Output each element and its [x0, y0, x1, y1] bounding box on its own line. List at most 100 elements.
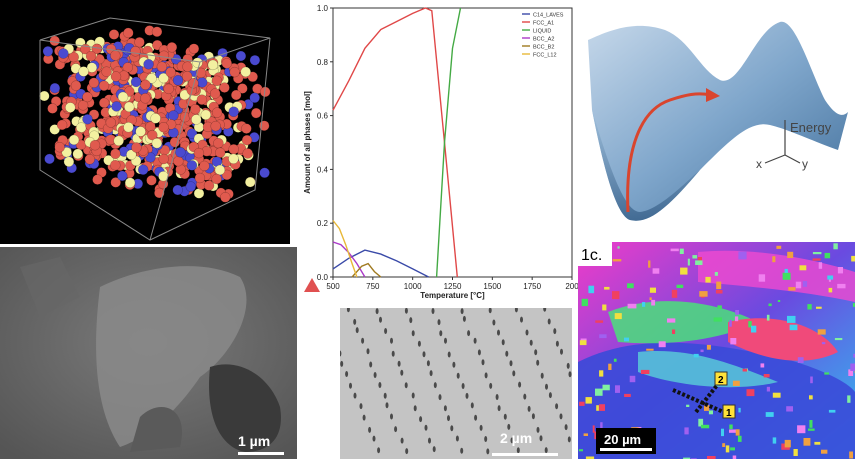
- precipitate: [377, 447, 381, 454]
- atom: [193, 147, 205, 159]
- ebsd-grain: [746, 389, 755, 397]
- atom: [101, 66, 112, 77]
- energy-surface: [588, 21, 848, 221]
- precipitate: [366, 348, 370, 355]
- precipitate: [383, 392, 387, 399]
- ebsd-grain: [828, 409, 836, 413]
- legend-label: FCC_L12: [533, 53, 557, 59]
- ebsd-grain: [599, 334, 607, 339]
- precipitate: [373, 372, 377, 378]
- precipitate: [455, 435, 459, 442]
- precipitate: [433, 382, 437, 389]
- atom: [44, 153, 55, 165]
- ebsd-grain: [729, 429, 738, 433]
- ebsd-grain: [692, 255, 698, 259]
- ebsd-grain: [578, 449, 583, 452]
- precipitate: [349, 382, 352, 389]
- ebsd-grain: [730, 447, 735, 451]
- ebsd-grain: [717, 305, 722, 309]
- atom: [169, 136, 181, 148]
- sem1-svg: [0, 247, 297, 459]
- atom: [203, 180, 215, 191]
- atom: [195, 67, 207, 79]
- ebsd-grain: [600, 422, 603, 429]
- ebsd-grain: [649, 297, 652, 300]
- precipitate: [404, 382, 408, 389]
- precipitate: [510, 437, 514, 444]
- reaction-path: [626, 92, 711, 213]
- precipitate: [384, 328, 388, 334]
- ebsd-grain: [784, 439, 791, 448]
- ebsd-grain: [760, 363, 765, 368]
- precipitate: [411, 330, 415, 337]
- precipitate: [509, 360, 513, 367]
- atom: [186, 160, 198, 171]
- sem1-patch: [20, 257, 80, 317]
- ebsd-grain: [707, 456, 716, 459]
- x-axis-line: [764, 154, 786, 164]
- sem1-fragment: [130, 407, 182, 452]
- precipitate: [362, 414, 366, 421]
- ebsd-grain: [714, 272, 718, 276]
- precipitate: [488, 308, 492, 314]
- ebsd-grain: [799, 265, 807, 271]
- atom: [135, 126, 146, 137]
- precipitate: [484, 436, 488, 442]
- atom: [145, 152, 156, 163]
- atom: [49, 35, 60, 47]
- ebsd-grain: [802, 281, 808, 287]
- precipitate: [548, 392, 552, 399]
- atom: [228, 106, 239, 117]
- ebsd-grain: [583, 433, 588, 436]
- precipitate: [527, 405, 531, 412]
- ebsd-grain: [695, 260, 703, 265]
- x-tick-label: 1250: [444, 282, 462, 291]
- atom: [110, 50, 121, 61]
- ebsd-grain: [853, 353, 855, 358]
- precipitate: [501, 339, 505, 346]
- chart-svg: 500 750 1000 1250 1500 1750 200 0.0 0.2 0.4 0.6 0.8…: [303, 4, 578, 300]
- ebsd-green-grain: [608, 301, 758, 344]
- atom: [65, 102, 76, 113]
- precipitate: [465, 392, 469, 399]
- precipitate: [474, 414, 478, 421]
- atom: [188, 78, 199, 89]
- marker-2-label: 2: [718, 375, 724, 386]
- atom: [77, 100, 89, 111]
- ebsd-grain: [716, 281, 722, 290]
- atom: [126, 149, 137, 160]
- atom: [123, 121, 134, 133]
- ebsd-grain: [737, 435, 742, 442]
- ebsd-cyan-grain: [638, 351, 778, 388]
- ebsd-grain: [617, 246, 620, 249]
- ebsd-grain: [725, 445, 730, 453]
- ebsd-grain: [729, 320, 732, 327]
- atom: [123, 101, 135, 113]
- atom: [117, 170, 128, 182]
- sem2-svg: [340, 308, 572, 459]
- atom: [259, 167, 270, 179]
- ebsd-grain: [734, 316, 739, 322]
- atom: [229, 66, 240, 78]
- atom: [92, 174, 103, 185]
- precipitate: [560, 348, 563, 355]
- atom: [191, 114, 202, 125]
- precipitate: [353, 318, 357, 325]
- x-tick-label: 1000: [404, 282, 422, 291]
- atom: [154, 187, 165, 199]
- ebsd-grain: [729, 424, 733, 430]
- precipitate: [443, 405, 447, 412]
- atom: [210, 120, 221, 132]
- atom: [247, 71, 258, 83]
- sem-image-1: 1 µm: [0, 247, 297, 459]
- atom: [49, 82, 61, 94]
- ebsd-grain: [612, 291, 620, 300]
- atom: [241, 134, 253, 146]
- ebsd-svg: 2 1 1c. 20 µm: [578, 242, 855, 459]
- atom: [56, 119, 68, 131]
- ebsd-grain: [676, 284, 684, 288]
- precipitate: [503, 413, 507, 420]
- ebsd-grain: [585, 397, 592, 404]
- atom: [190, 103, 201, 115]
- ebsd-grain: [797, 425, 806, 434]
